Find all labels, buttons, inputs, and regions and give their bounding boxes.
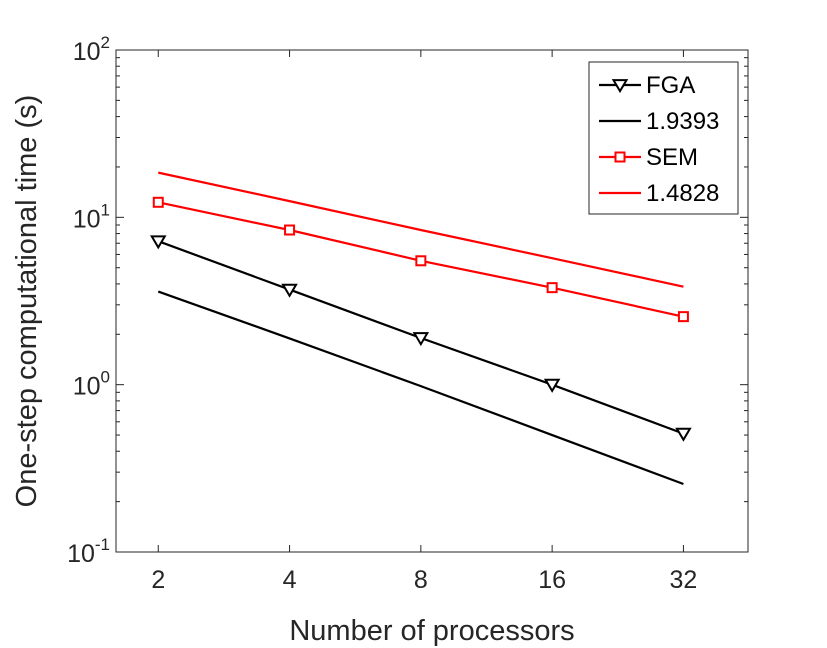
y-axis-label: One-step computational time (s) — [11, 95, 43, 508]
series-1-9393 — [157, 290, 684, 486]
legend-marker — [614, 151, 626, 163]
axes: 2 4 8 16 32 10-1 100 101 102 Number of processors… — [11, 33, 749, 647]
series-line — [158, 171, 684, 288]
series-sem — [152, 196, 689, 323]
legend-entry: 1.9393 — [599, 108, 719, 135]
series-layer — [150, 171, 692, 486]
series-line — [157, 290, 684, 486]
data-point-square — [415, 255, 427, 267]
legend-entry: 1.4828 — [599, 180, 719, 207]
y-tick-label: 100 — [73, 368, 110, 401]
data-point-square — [284, 224, 296, 236]
data-point-triangle — [543, 378, 561, 393]
x-tick-label: 8 — [414, 566, 428, 594]
data-point-triangle — [412, 332, 430, 347]
legend-label: SEM — [646, 144, 698, 171]
data-point-square — [152, 196, 164, 208]
axes-box — [115, 49, 749, 553]
legend-box — [588, 61, 739, 215]
legend-label: FGA — [646, 72, 695, 99]
data-point-square — [677, 311, 689, 323]
series-1-4828 — [158, 171, 684, 288]
x-tick-label: 32 — [670, 566, 698, 594]
y-tick-label: 10-1 — [67, 535, 110, 568]
x-axis-label: Number of processors — [289, 615, 574, 647]
legend-label: 1.9393 — [646, 108, 719, 135]
legend-entry: SEM — [599, 144, 698, 171]
y-tick-label: 101 — [73, 200, 110, 233]
x-tick-label: 16 — [538, 566, 566, 594]
legend: FGA 1.9393 SEM 1.4828 — [588, 61, 739, 215]
x-tick-label: 2 — [151, 566, 165, 594]
data-point-triangle — [675, 427, 692, 442]
legend-label: 1.4828 — [646, 180, 719, 207]
series-fga — [150, 235, 692, 442]
data-point-triangle — [281, 283, 298, 298]
data-point-square — [546, 282, 558, 294]
data-point-triangle — [150, 235, 167, 250]
legend-entry: FGA — [599, 72, 695, 99]
y-tick-label: 102 — [73, 33, 110, 66]
legend-marker — [611, 79, 629, 94]
x-tick-label: 4 — [283, 566, 297, 594]
